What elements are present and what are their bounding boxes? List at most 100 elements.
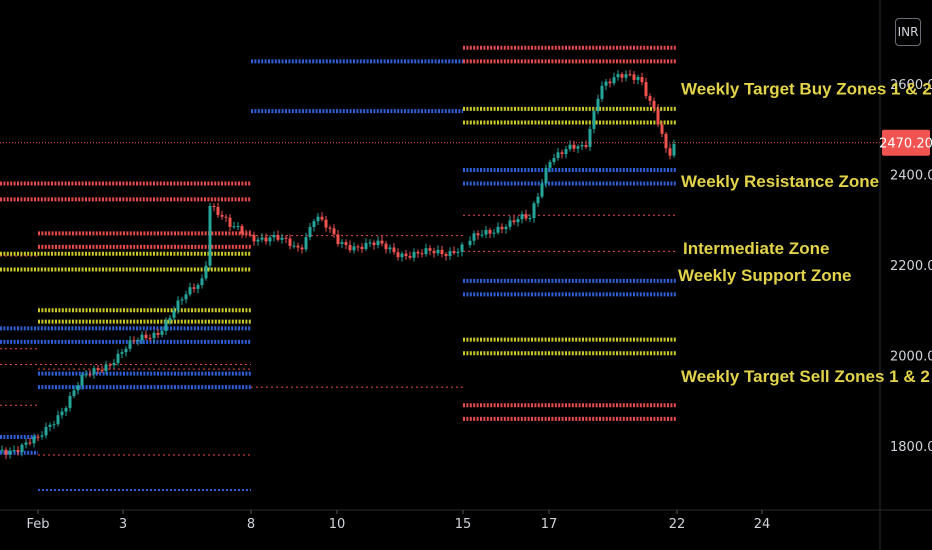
candle-body xyxy=(264,237,268,242)
candle-body xyxy=(604,81,608,86)
candle-body xyxy=(640,77,644,83)
candle-body xyxy=(96,368,100,371)
candle-body xyxy=(660,124,664,134)
candle-body xyxy=(500,226,504,230)
candle-body xyxy=(32,436,36,444)
candle-body xyxy=(332,228,336,235)
candle-body xyxy=(248,234,252,236)
candle-body xyxy=(272,235,276,238)
candle-body xyxy=(132,340,136,342)
candle-body xyxy=(12,450,16,452)
candle-body xyxy=(596,98,600,112)
candle-body xyxy=(276,235,280,240)
candle-body xyxy=(376,240,380,246)
candle-body xyxy=(488,229,492,234)
candle-body xyxy=(348,244,352,251)
zone-annotation-label: Intermediate Zone xyxy=(683,239,829,258)
price-tick-label: 2600.00 xyxy=(890,78,932,93)
candle-body xyxy=(268,237,272,242)
candle-body xyxy=(412,251,416,258)
candle-body xyxy=(672,144,676,156)
candle-body xyxy=(576,146,580,149)
candle-body xyxy=(160,330,164,335)
time-tick-label: 24 xyxy=(754,517,771,532)
zone-annotation-label: Weekly Resistance Zone xyxy=(681,172,879,191)
candle-body xyxy=(324,219,328,228)
candle-body xyxy=(136,340,140,342)
candle-body xyxy=(172,310,176,318)
candle-body xyxy=(128,340,132,349)
candle-body xyxy=(556,152,560,159)
candle-body xyxy=(68,395,72,408)
candle-body xyxy=(400,253,404,258)
thin-dotted-levels xyxy=(0,214,677,491)
candle-body xyxy=(512,220,516,223)
candle-body xyxy=(388,247,392,250)
candle-body xyxy=(608,81,612,84)
candle-body xyxy=(428,248,432,251)
candle-body xyxy=(668,148,672,156)
candle-body xyxy=(308,227,312,238)
candle-body xyxy=(444,254,448,257)
price-axis[interactable]: 2600.00 2400.00 2200.00 2000.00 1800.00 xyxy=(890,78,932,455)
candle-body xyxy=(532,203,536,219)
candle-body xyxy=(564,149,568,154)
candle-body xyxy=(628,74,632,76)
candle-body xyxy=(364,242,368,250)
time-axis[interactable]: Feb 3 8 10 15 17 22 24 xyxy=(26,510,770,532)
candle-body xyxy=(624,74,628,78)
candle-body xyxy=(180,299,184,301)
candle-body xyxy=(340,242,344,244)
candle-body xyxy=(100,370,104,372)
candle-body xyxy=(524,214,528,219)
candle-body xyxy=(384,243,388,250)
candle-body xyxy=(584,145,588,147)
candle-body xyxy=(416,251,420,254)
candle-body xyxy=(40,435,44,437)
candle-body xyxy=(436,249,440,254)
candle-body xyxy=(592,111,596,129)
candle-body xyxy=(492,232,496,234)
candle-body xyxy=(496,226,500,233)
candle-body xyxy=(284,237,288,239)
time-tick-label: 3 xyxy=(119,517,127,532)
candle-body xyxy=(392,247,396,253)
candle-body xyxy=(612,77,616,84)
candle-body xyxy=(112,363,116,366)
zones-layer xyxy=(0,45,677,455)
candle-body xyxy=(64,407,68,412)
candle-body xyxy=(280,237,284,240)
candle-body xyxy=(108,364,112,366)
candle-body xyxy=(520,214,524,220)
candle-body xyxy=(300,247,304,250)
candle-body xyxy=(244,233,248,235)
candle-body xyxy=(472,233,476,241)
candle-body xyxy=(656,108,660,125)
candle-body xyxy=(424,248,428,255)
candle-body xyxy=(260,237,264,240)
candle-body xyxy=(292,245,296,247)
candle-body xyxy=(664,133,668,149)
candle-body xyxy=(216,206,220,216)
candle-body xyxy=(296,245,300,248)
candle-body xyxy=(140,334,144,341)
zone-annotations: Weekly Target Buy Zones 1 & 2 Weekly Resi… xyxy=(678,80,932,386)
candle-body xyxy=(124,348,128,353)
candle-body xyxy=(144,334,148,339)
candle-body xyxy=(600,85,604,99)
candle-body xyxy=(344,242,348,245)
candle-body xyxy=(224,216,228,218)
candle-body xyxy=(484,229,488,235)
candle-body xyxy=(572,144,576,149)
currency-button[interactable]: INR xyxy=(895,18,921,46)
candle-body xyxy=(176,300,180,311)
candle-body xyxy=(240,225,244,234)
candle-body xyxy=(408,256,412,258)
candle-body xyxy=(60,411,64,416)
price-tick-label: 2000.00 xyxy=(890,350,932,365)
zone-annotation-label: Weekly Support Zone xyxy=(678,266,852,285)
candle-body xyxy=(396,252,400,258)
time-tick-label: 8 xyxy=(247,517,255,532)
candle-body xyxy=(16,450,20,452)
